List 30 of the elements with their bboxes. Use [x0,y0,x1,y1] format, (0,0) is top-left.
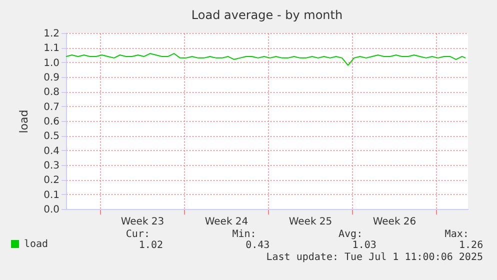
legend-label: load [24,239,48,250]
y-tick-label: 0.2 [44,175,60,186]
text: 0.43 [246,240,270,251]
text: Max: [444,229,469,240]
x-tick-label: Week 24 [204,216,248,228]
y-axis-title: load [18,110,31,134]
y-tick-label: 0.3 [44,160,60,172]
y-tick-label: 0.1 [44,190,60,201]
text: 1.02 [138,240,163,251]
y-tick-label: 0.7 [44,102,60,113]
text: Cur: [126,229,150,240]
text: 1.03 [352,240,376,251]
x-tick-label: Week 25 [288,216,332,228]
y-tick-label: 0.8 [44,87,60,98]
text: Last update: Tue Jul 1 11:00:06 2025 [266,252,483,263]
line-series [66,53,466,66]
y-tick-label: 0.9 [44,72,60,84]
y-tick-label: 0.0 [44,204,60,216]
text: Avg: [338,229,363,240]
text: 1.26 [459,240,484,251]
x-tick-label: Week 26 [372,216,416,228]
y-tick-label: 1.2 [44,28,60,40]
y-tick-label: 1.1 [44,43,60,54]
x-tick-label: Week 23 [120,216,164,228]
y-tick-label: 1.0 [44,58,60,69]
y-tick-label: 0.5 [44,131,60,142]
y-tick-label: 0.6 [44,116,60,128]
text: Min: [232,229,256,240]
chart-title: Load average - by month [191,8,343,22]
y-tick-label: 0.4 [44,146,60,157]
